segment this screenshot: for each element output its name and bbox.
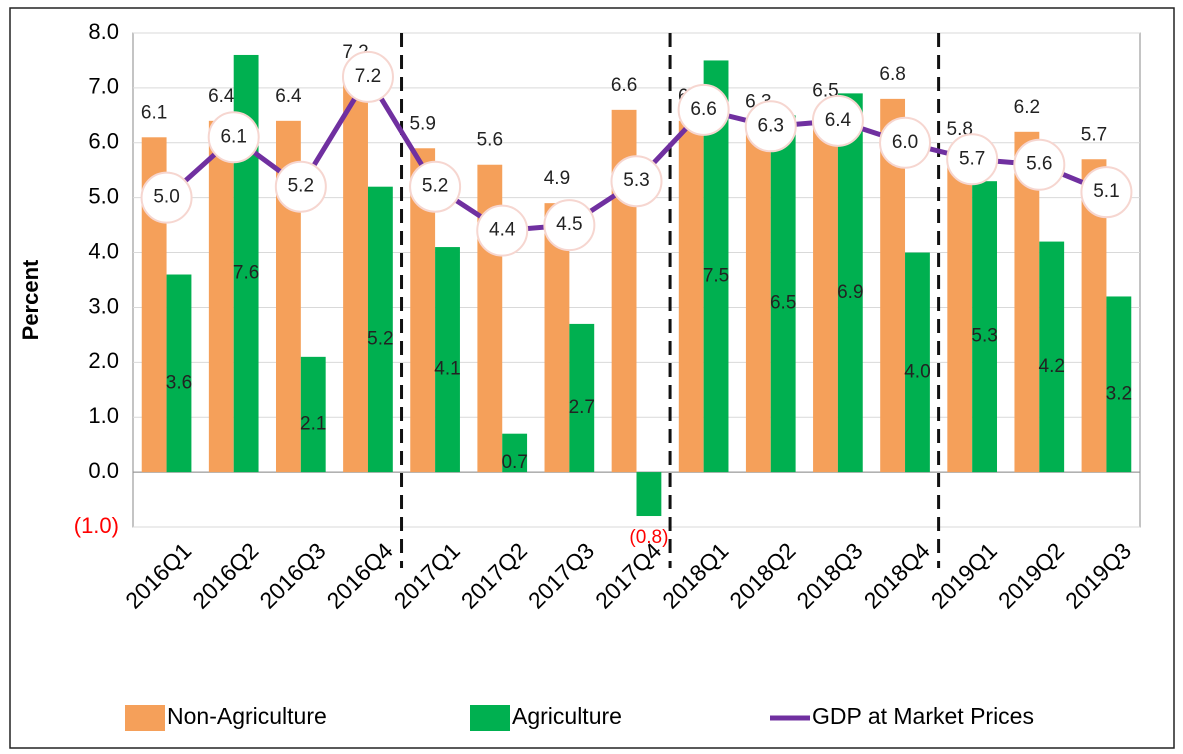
value-label: 6.6 [690, 99, 716, 120]
legend-label: Non-Agriculture [167, 703, 327, 729]
y-tick-label: (1.0) [74, 513, 119, 538]
line-marker [207, 111, 260, 164]
y-tick-label: 8.0 [88, 19, 119, 44]
value-label: 7.2 [355, 66, 381, 87]
value-label: 6.4 [275, 86, 302, 107]
value-label: 2.7 [569, 397, 595, 418]
line-marker [879, 116, 932, 169]
legend-label: Agriculture [512, 703, 622, 729]
value-label: 4.1 [434, 359, 460, 380]
line-marker [274, 160, 327, 213]
value-label: 5.0 [153, 187, 179, 208]
y-tick-label: 3.0 [88, 293, 119, 318]
value-label: 4.4 [489, 220, 516, 241]
value-label: 6.1 [220, 126, 246, 147]
value-label: 5.2 [422, 176, 448, 197]
value-label: 6.6 [611, 75, 637, 96]
bar [435, 247, 460, 473]
line-marker [1080, 166, 1133, 219]
y-tick-label: 7.0 [88, 74, 119, 99]
bar [770, 115, 796, 473]
legend-label: GDP at Market Prices [812, 703, 1034, 729]
value-label: 4.5 [556, 214, 582, 235]
bar [813, 115, 838, 473]
value-label: 4.2 [1039, 356, 1065, 377]
value-label: 6.4 [208, 86, 235, 107]
value-label: 5.1 [1093, 181, 1119, 202]
bar [367, 186, 393, 473]
line-marker [409, 160, 462, 213]
line-marker [341, 50, 394, 103]
value-label: 6.1 [141, 102, 167, 123]
bar [166, 274, 192, 473]
bar [300, 356, 326, 473]
bar [745, 126, 771, 473]
line-marker [744, 100, 797, 153]
bar [972, 181, 998, 473]
value-label: 5.7 [1081, 124, 1107, 145]
legend-swatch [470, 705, 510, 731]
value-label: 7.5 [703, 265, 729, 286]
legend-swatch [125, 705, 165, 731]
bar [678, 120, 704, 473]
value-label: 3.2 [1106, 383, 1132, 404]
line-marker [811, 94, 864, 147]
bar [569, 323, 595, 473]
bar [905, 252, 930, 473]
value-label: 6.0 [892, 132, 918, 153]
y-tick-label: 4.0 [88, 238, 119, 263]
y-tick-label: 1.0 [88, 403, 119, 428]
value-label: 7.6 [233, 263, 259, 284]
value-label: 6.8 [879, 64, 905, 85]
value-label: 6.2 [1014, 97, 1040, 118]
value-label: 5.9 [409, 113, 435, 134]
value-label: 3.6 [166, 372, 192, 393]
value-label: 6.4 [825, 110, 852, 131]
value-label: (0.8) [629, 527, 668, 548]
value-label: 5.6 [1026, 154, 1052, 175]
y-tick-label: 0.0 [88, 458, 119, 483]
line-marker [1013, 138, 1066, 191]
value-label: 5.3 [623, 170, 649, 191]
line-marker [677, 83, 730, 136]
value-label: 6.5 [770, 293, 796, 314]
y-tick-label: 5.0 [88, 183, 119, 208]
y-axis-title: Percent [18, 259, 43, 340]
value-label: 5.2 [288, 176, 314, 197]
y-tick-label: 6.0 [88, 129, 119, 154]
bar [837, 93, 863, 473]
bar [343, 76, 368, 473]
bar [1039, 241, 1065, 473]
value-label: 5.7 [959, 148, 985, 169]
bar [636, 472, 662, 517]
y-tick-label: 2.0 [88, 348, 119, 373]
bar [502, 433, 528, 473]
bar [208, 120, 234, 473]
line-marker [543, 199, 596, 252]
value-label: 5.6 [477, 130, 503, 151]
bar [1106, 296, 1132, 473]
value-label: 5.3 [971, 326, 997, 347]
value-label: 5.2 [367, 328, 393, 349]
line-marker [946, 133, 999, 186]
value-label: 0.7 [501, 452, 527, 473]
value-label: 4.9 [544, 168, 570, 189]
line-marker [476, 204, 529, 257]
value-label: 6.3 [758, 115, 784, 136]
line-marker [610, 155, 663, 208]
value-label: 2.1 [300, 413, 326, 434]
bar [947, 153, 973, 473]
line-marker [140, 171, 193, 224]
value-label: 6.9 [837, 282, 863, 303]
value-label: 4.0 [904, 361, 930, 382]
